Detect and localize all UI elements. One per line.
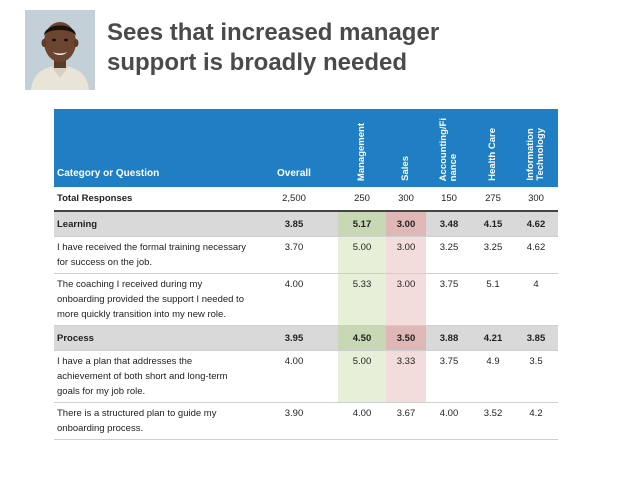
slide-title-line-1: Sees that increased manager xyxy=(107,19,440,46)
table-row: The coaching I received during my onboar… xyxy=(54,273,558,326)
cell-management: 5.00 xyxy=(338,236,386,274)
cell-accounting: 4.00 xyxy=(426,402,472,440)
header-sales-label: Sales xyxy=(400,156,411,181)
table-row: Learning 3.85 5.17 3.00 3.48 4.15 4.62 xyxy=(54,211,558,237)
header-information-technology: Information Technology xyxy=(514,109,558,187)
cell-management: 5.00 xyxy=(338,350,386,403)
cell-it: 3.85 xyxy=(514,325,558,351)
cell-sales: 3.67 xyxy=(386,402,426,440)
cell-management: 5.17 xyxy=(338,211,386,237)
table-header-row: Category or Question Overall Management … xyxy=(54,109,558,187)
cell-health-care: 4.9 xyxy=(472,350,514,403)
table-row: Total Responses 2,500 250 300 150 275 30… xyxy=(54,187,558,212)
cell-health-care: 4.15 xyxy=(472,211,514,237)
cell-overall: 4.00 xyxy=(250,350,338,403)
cell-management: 5.33 xyxy=(338,273,386,326)
cell-sales: 3.00 xyxy=(386,211,426,237)
table-row: There is a structured plan to guide my o… xyxy=(54,402,558,440)
cell-management: 4.00 xyxy=(338,402,386,440)
table-row: I have received the formal training nece… xyxy=(54,236,558,274)
cell-overall: 2,500 xyxy=(250,187,338,212)
cell-health-care: 3.25 xyxy=(472,236,514,274)
table-row: Process 3.95 4.50 3.50 3.88 4.21 3.85 xyxy=(54,325,558,351)
cell-it: 3.5 xyxy=(514,350,558,403)
header-category: Category or Question xyxy=(54,109,250,187)
header-health-care: Health Care xyxy=(472,109,514,187)
cell-sales: 3.00 xyxy=(386,273,426,326)
row-label: Process xyxy=(54,325,250,351)
cell-health-care: 275 xyxy=(472,187,514,212)
cell-sales: 300 xyxy=(386,187,426,212)
header-accounting-label: Accounting/Fi nance xyxy=(438,117,459,181)
header-accounting: Accounting/Fi nance xyxy=(426,109,472,187)
cell-it: 300 xyxy=(514,187,558,212)
row-label: Learning xyxy=(54,211,250,237)
cell-overall: 3.70 xyxy=(250,236,338,274)
cell-it: 4 xyxy=(514,273,558,326)
row-label: The coaching I received during my onboar… xyxy=(54,273,250,326)
survey-results-table: Category or Question Overall Management … xyxy=(54,109,558,440)
cell-management: 4.50 xyxy=(338,325,386,351)
row-label: Total Responses xyxy=(54,187,250,212)
header-management-label: Management xyxy=(356,122,367,181)
header-sales: Sales xyxy=(386,109,426,187)
header-overall: Overall xyxy=(250,109,338,187)
cell-accounting: 150 xyxy=(426,187,472,212)
row-label: There is a structured plan to guide my o… xyxy=(54,402,250,440)
cell-accounting: 3.88 xyxy=(426,325,472,351)
cell-it: 4.62 xyxy=(514,236,558,274)
cell-accounting: 3.48 xyxy=(426,211,472,237)
cell-health-care: 3.52 xyxy=(472,402,514,440)
cell-health-care: 5.1 xyxy=(472,273,514,326)
person-photo xyxy=(25,10,95,90)
cell-accounting: 3.25 xyxy=(426,236,472,274)
cell-overall: 3.95 xyxy=(250,325,338,351)
row-label: I have a plan that addresses the achieve… xyxy=(54,350,250,403)
header-it-label: Information Technology xyxy=(525,128,546,181)
cell-sales: 3.00 xyxy=(386,236,426,274)
cell-accounting: 3.75 xyxy=(426,350,472,403)
header-management: Management xyxy=(338,109,386,187)
row-label: I have received the formal training nece… xyxy=(54,236,250,274)
cell-overall: 3.85 xyxy=(250,211,338,237)
cell-sales: 3.50 xyxy=(386,325,426,351)
table-row: I have a plan that addresses the achieve… xyxy=(54,350,558,403)
slide-title-line-2: support is broadly needed xyxy=(107,49,408,76)
cell-overall: 3.90 xyxy=(250,402,338,440)
cell-accounting: 3.75 xyxy=(426,273,472,326)
cell-sales: 3.33 xyxy=(386,350,426,403)
cell-it: 4.62 xyxy=(514,211,558,237)
cell-management: 250 xyxy=(338,187,386,212)
cell-overall: 4.00 xyxy=(250,273,338,326)
cell-health-care: 4.21 xyxy=(472,325,514,351)
slide-title: Sees that increased manager support is b… xyxy=(107,18,627,78)
header-health-care-label: Health Care xyxy=(487,128,498,181)
cell-it: 4.2 xyxy=(514,402,558,440)
